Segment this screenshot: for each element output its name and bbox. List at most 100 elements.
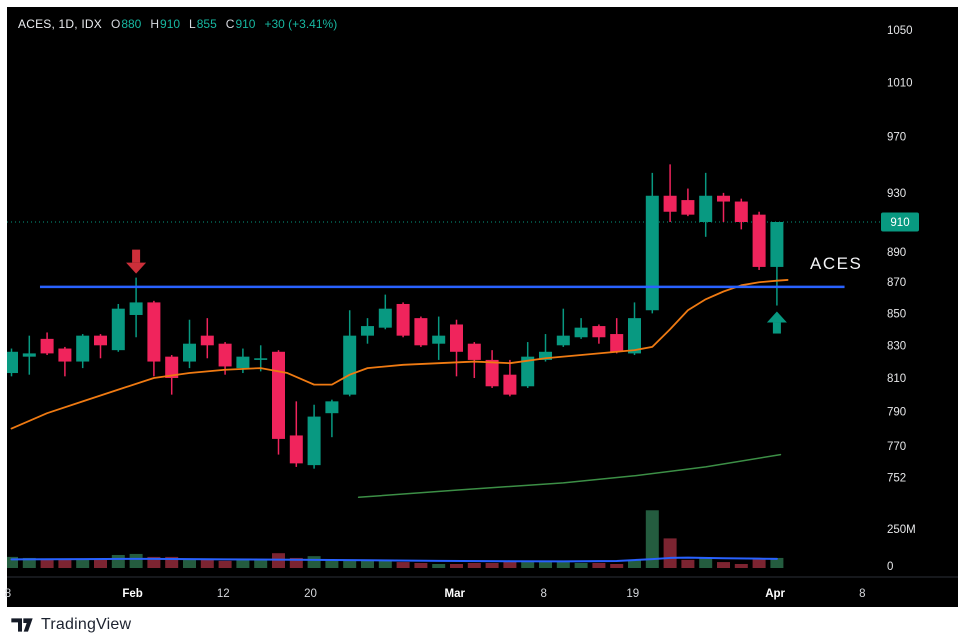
volume-bar xyxy=(503,560,517,568)
plot-area[interactable] xyxy=(5,164,880,568)
candle-body xyxy=(378,308,392,328)
volume-bar xyxy=(450,564,463,568)
time-axis-tick: Apr xyxy=(765,588,785,600)
price-axis-tick: 930 xyxy=(887,188,906,200)
volume-bar xyxy=(200,559,214,568)
tradingview-brand-text: TradingView xyxy=(41,616,132,633)
candle-body xyxy=(521,356,535,387)
volume-bar xyxy=(236,559,250,568)
volume-bar xyxy=(129,553,143,568)
volume-bar xyxy=(699,557,713,568)
candle-body xyxy=(40,338,54,354)
price-axis[interactable]: 1050 1010 970 930 890 870 850 830 810 790 770 752 25… xyxy=(881,25,919,573)
symbol-title: ACES, 1D, IDX xyxy=(18,17,102,31)
candle-body xyxy=(218,343,232,367)
candle-body xyxy=(770,222,784,267)
candle-body xyxy=(200,335,214,346)
candle-body xyxy=(752,214,766,267)
tradingview-logo[interactable]: TradingView xyxy=(10,615,131,635)
price-axis-tick: 870 xyxy=(887,277,906,289)
candle-body xyxy=(183,343,196,362)
symbol-legend[interactable]: ACES, 1D, IDX O 880 H 910 L 855 C 910 +30 (+… xyxy=(18,17,337,31)
candle-body xyxy=(414,318,428,346)
ohlc-close: C 910 xyxy=(225,17,256,31)
volume-axis-tick: 250M xyxy=(887,524,916,536)
volume-bar xyxy=(485,562,499,568)
candle-body xyxy=(734,201,748,222)
chart-pane[interactable] xyxy=(7,7,958,607)
candle-body xyxy=(129,302,143,315)
volume-bar xyxy=(254,559,268,568)
candle-body xyxy=(450,324,463,352)
time-axis-tick: 20 xyxy=(304,588,317,600)
candle-body xyxy=(503,374,517,395)
footer: TradingView xyxy=(0,607,965,643)
candle-body xyxy=(556,335,570,346)
last-price-badge xyxy=(881,212,919,232)
candle-body xyxy=(539,351,552,360)
ohlc-high: H 910 xyxy=(150,17,181,31)
candle-body xyxy=(307,416,321,466)
candle-body xyxy=(628,318,641,354)
price-axis-tick: 770 xyxy=(887,441,906,453)
ohlc-open: O 880 xyxy=(110,17,142,31)
candle-body xyxy=(699,195,713,222)
candle-body xyxy=(147,302,161,362)
volume-bar xyxy=(40,559,54,568)
volume-bar xyxy=(307,556,321,568)
volume-bar xyxy=(592,562,606,568)
candle-body xyxy=(111,308,125,351)
candle-body xyxy=(325,401,339,414)
candle-body xyxy=(76,335,90,362)
candle-body xyxy=(681,200,695,215)
price-chart[interactable]: 1050 1010 970 930 890 870 850 830 810 790 770 752 25… xyxy=(0,0,965,607)
volume-bar xyxy=(111,554,125,568)
candle-body xyxy=(254,358,268,360)
time-axis-tick: 12 xyxy=(217,588,230,600)
time-axis[interactable]: 8 Feb 12 20 Mar 8 19 Apr 8 xyxy=(5,588,866,600)
candles xyxy=(7,164,784,469)
volume-bar xyxy=(7,556,18,568)
sell-signal-arrow xyxy=(126,249,147,274)
volume-bar xyxy=(628,559,641,568)
time-axis-tick: Feb xyxy=(122,588,142,600)
volume-bar xyxy=(289,557,303,568)
candle-body xyxy=(236,356,250,369)
candle-body xyxy=(272,351,285,439)
candle-body xyxy=(361,326,374,336)
volume-bar xyxy=(183,559,196,568)
volume-bar xyxy=(610,564,624,568)
candle-body xyxy=(663,195,677,212)
candle-body xyxy=(396,303,410,336)
volume-bar xyxy=(539,562,552,568)
volume-bar xyxy=(681,559,695,568)
volume-axis-tick: 0 xyxy=(887,561,893,573)
price-axis-tick: 810 xyxy=(887,373,906,385)
candle-body xyxy=(94,335,107,346)
candle-body xyxy=(7,351,18,374)
candle-body xyxy=(22,353,36,357)
volume-bar xyxy=(752,559,766,568)
volume-bar xyxy=(378,560,392,568)
last-price-badge-text: 910 xyxy=(890,217,909,229)
price-axis-tick: 790 xyxy=(887,406,906,418)
volume-bar xyxy=(734,564,748,568)
tradingview-icon xyxy=(11,618,33,632)
volume-bar xyxy=(165,556,179,568)
time-axis-tick: Mar xyxy=(444,588,465,600)
volume-bar xyxy=(645,510,659,568)
candle-body xyxy=(432,335,446,344)
price-axis-tick: 752 xyxy=(887,473,906,485)
candle-body xyxy=(165,356,179,378)
volume-bar xyxy=(521,562,535,568)
buy-signal-arrow xyxy=(766,311,787,334)
volume-bar xyxy=(147,556,161,568)
candle-body xyxy=(289,435,303,464)
candle-body xyxy=(645,195,659,311)
volume-bar xyxy=(663,538,677,568)
volume-bar xyxy=(574,562,588,568)
time-axis-tick: 8 xyxy=(5,588,11,600)
price-axis-tick: 890 xyxy=(887,247,906,259)
candle-body xyxy=(574,327,588,338)
candle-body xyxy=(485,359,499,387)
